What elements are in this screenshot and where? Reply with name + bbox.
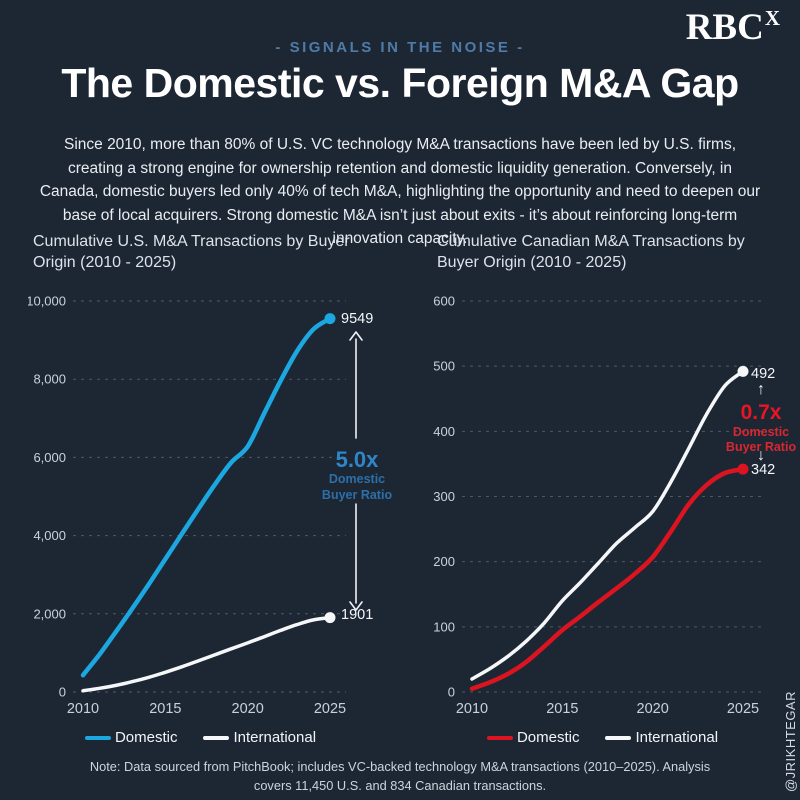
canada-chart: 0 100 200 300 400 500 600 2010 2015 2020 2025 (433, 294, 762, 717)
us-chart-title: Cumulative U.S. M&A Transactions by Buye… (33, 233, 350, 272)
arrow-down-icon (349, 503, 363, 611)
canada-ratio-value: 0.7x (740, 401, 782, 424)
svg-text:4,000: 4,000 (33, 528, 66, 543)
intro-paragraph: Since 2010, more than 80% of U.S. VC tec… (39, 136, 761, 248)
logo-x-superscript: X (764, 6, 780, 30)
legend-label: Domestic (114, 729, 178, 746)
kicker-label: - SIGNALS IN THE NOISE - (275, 39, 525, 56)
us-international-line-swatch (203, 735, 230, 740)
svg-text:400: 400 (433, 424, 455, 439)
svg-text:2025: 2025 (727, 701, 759, 717)
canada-international-end-value: 492 (751, 366, 776, 382)
legend-label: International (635, 729, 719, 746)
svg-text:2015: 2015 (149, 701, 181, 717)
svg-text:2020: 2020 (232, 701, 264, 717)
canada-ratio-sub-line1: Domestic (732, 425, 790, 440)
source-note: Note: Data sourced from PitchBook; inclu… (60, 757, 740, 795)
page-title: The Domestic vs. Foreign M&A Gap (61, 60, 739, 106)
author-watermark: @JRIKHTEGAR (783, 690, 798, 792)
us-ratio-sub-line2: Buyer Ratio (321, 487, 393, 502)
logo-rbc-text: RBC (685, 7, 764, 48)
svg-text:200: 200 (433, 554, 455, 569)
svg-text:100: 100 (433, 619, 455, 634)
source-note-line2: covers 11,450 U.S. and 834 Canadian tran… (253, 778, 547, 794)
svg-text:0: 0 (59, 685, 66, 700)
canada-chart-legend: Domestic International (430, 729, 775, 746)
legend-label: Domestic (516, 729, 580, 746)
svg-text:6,000: 6,000 (33, 450, 66, 465)
canada-domestic-end-value: 342 (751, 462, 776, 478)
us-buyer-ratio-annotation: 5.0x Domestic Buyer Ratio (312, 447, 402, 503)
us-chart-legend: Domestic International (28, 729, 373, 746)
svg-text:0: 0 (448, 685, 455, 700)
canada-ratio-sub-line2: Buyer Ratio (725, 440, 797, 455)
svg-text:10,000: 10,000 (28, 294, 66, 309)
svg-text:2025: 2025 (314, 701, 346, 717)
svg-text:300: 300 (433, 489, 455, 504)
legend-label: International (233, 729, 317, 746)
svg-text:2010: 2010 (67, 701, 99, 717)
us-chart: 0 2,000 4,000 6,000 8,000 10,000 2010 2015 2020 2… (28, 294, 346, 718)
svg-text:600: 600 (433, 294, 455, 309)
us-domestic-line-swatch (84, 735, 111, 740)
svg-text:500: 500 (433, 359, 455, 374)
legend-item-canada-international: International (605, 729, 718, 746)
source-note-line1: Note: Data sourced from PitchBook; inclu… (89, 759, 711, 774)
svg-text:2015: 2015 (546, 701, 578, 717)
svg-text:2,000: 2,000 (33, 606, 66, 621)
svg-text:8,000: 8,000 (33, 372, 66, 387)
legend-item-us-domestic: Domestic (84, 729, 178, 746)
svg-text:2020: 2020 (637, 701, 669, 717)
legend-item-canada-domestic: Domestic (486, 729, 580, 746)
us-domestic-end-value: 9549 (341, 311, 374, 327)
us-ratio-value: 5.0x (335, 447, 379, 472)
canada-chart-title: Cumulative Canadian M&A Transactions by … (437, 233, 745, 272)
rbcx-logo: RBCX (685, 6, 780, 48)
canada-international-line-swatch (605, 735, 632, 740)
legend-item-us-international: International (203, 729, 316, 746)
arrow-up-icon (349, 331, 363, 439)
arrow-down-icon: ↓ (757, 447, 765, 464)
canada-buyer-ratio-annotation: 0.7x Domestic Buyer Ratio (717, 401, 800, 456)
arrow-up-icon: ↑ (757, 381, 765, 398)
canada-domestic-line-swatch (486, 735, 513, 740)
us-international-end-value: 1901 (341, 607, 374, 623)
us-ratio-sub-line1: Domestic (328, 472, 386, 487)
svg-text:2010: 2010 (456, 701, 488, 717)
